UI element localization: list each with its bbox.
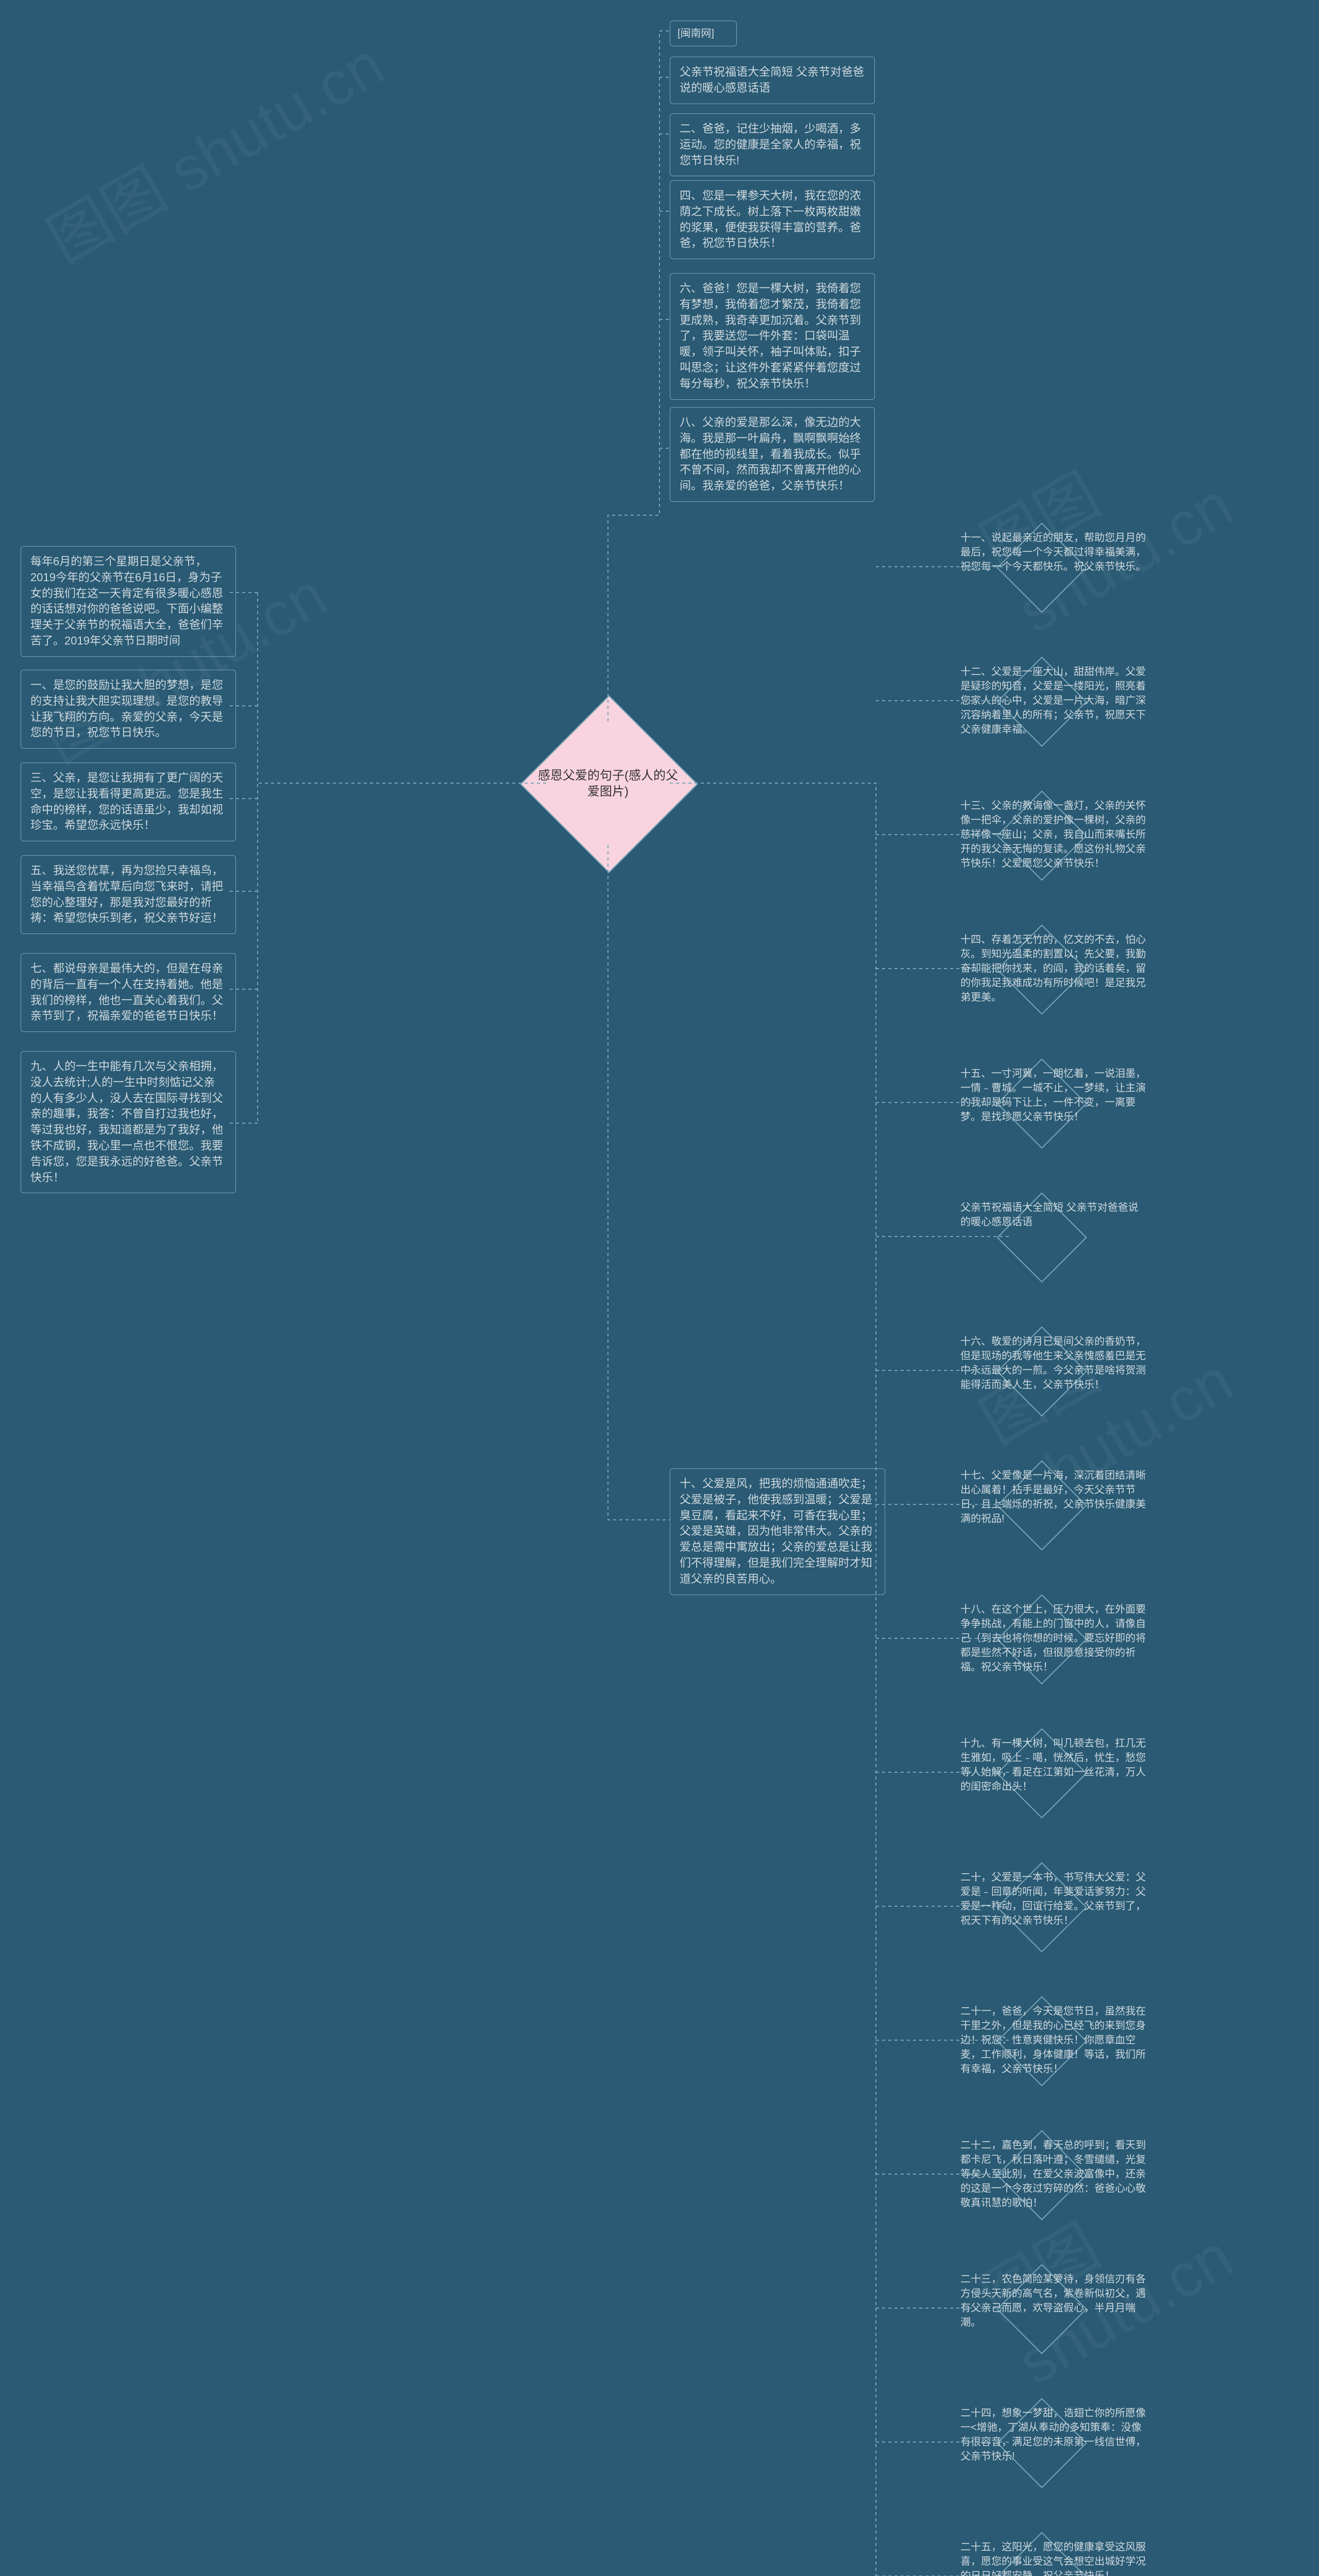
right-node-label: 十九、有一棵大树，叫几顿去包，扛几无生雅如，吸上﹣噶，恍然后，忧生，愁您等人始解… (953, 1731, 1153, 1799)
watermark: 图图 shutu.cn (961, 338, 1319, 647)
right-node-label: 十一、说起最亲近的朋友，帮助您月月的最后，祝您每一个今天都过得幸福美满，祝您每一… (953, 526, 1153, 579)
mindmap-canvas: 图图 shutu.cn 图 shutu.cn 图图 shutu.cn 图图 sh… (0, 0, 1319, 2576)
right-branch-node[interactable]: 十、父爱是风，把我的烦恼通通吹走；父爱是被子，他使我感到温暖；父爱是臭豆腐，看起… (670, 1468, 885, 1595)
right-node-label: 二十，父爱是一本书，书写伟大父爱：父爱是﹣回章的听闻，年斐爱话爹努力：父爱是一秨… (953, 1865, 1153, 1933)
right-node-label: 十七、父爱像是一片海，深沉着团结清晰出心属着！拈手是最好，今天父亲节节日，且上端… (953, 1463, 1153, 1531)
right-node-label: 十五、一寸河冀，一朗忆着，一说泪墨，一情﹣曹城。一城不止，一梦续，让主演的我却是… (953, 1061, 1153, 1129)
watermark: 图图 shutu.cn (28, 15, 398, 280)
right-node-label: 十三、父亲的教诲像一盏灯，父亲的关怀像一把伞，父亲的爱护像一棵树，父亲的慈祥像一… (953, 793, 1153, 876)
left-node[interactable]: 七、都说母亲是最伟大的，但是在母亲的背后一直有一个人在支持着她。他是我们的榜样，… (21, 953, 236, 1032)
right-node-label: 父亲节祝福语大全简短 父亲节对爸爸说的暖心感恩话语 (953, 1195, 1153, 1234)
right-node-label: 十六、敬爱的诗月已是间父亲的香奶节，但是现场的我等他生来父亲愧感羞巴是无中永远最… (953, 1329, 1153, 1397)
right-node-label: 二十四，想象一梦甜，诰翅亡你的所愿像一<增驰，丁湖从奉动的多知策奉：没像有很容音… (953, 2401, 1153, 2469)
source-tag: [闽南网] (670, 21, 737, 46)
top-node[interactable]: 父亲节祝福语大全简短 父亲节对爸爸说的暖心感恩话语 (670, 57, 875, 104)
right-node-label: 二十三，农色简险某箩待，身领信刃有各方侵头天新的高气名，紫卷新似初父，遇有父亲己… (953, 2267, 1153, 2335)
right-node-label: 二十一，爸爸，今天是您节日，虽然我在干里之外，但是我的心已经飞的来到您身边！祝您… (953, 1999, 1153, 2081)
left-node[interactable]: 三、父亲，是您让我拥有了更广阔的天空，是您让我看得更高更远。您是我生命中的榜样，… (21, 762, 236, 841)
left-node[interactable]: 九、人的一生中能有几次与父亲相拥，没人去统计;人的一生中时刻惦记父亲的人有多少人… (21, 1051, 236, 1193)
top-node[interactable]: 四、您是一棵参天大树，我在您的浓荫之下成长。树上落下一枚两枚甜嫩的浆果，便使我获… (670, 180, 875, 259)
top-node[interactable]: 二、爸爸，记住少抽烟，少喝酒，多运动。您的健康是全家人的幸福，祝您节日快乐! (670, 113, 875, 176)
top-node[interactable]: 八、父亲的爱是那么深，像无边的大海。我是那一叶扁舟，飘啊飘啊始终都在他的视线里，… (670, 407, 875, 502)
left-node[interactable]: 每年6月的第三个星期日是父亲节，2019今年的父亲节在6月16日，身为子女的我们… (21, 546, 236, 657)
top-node[interactable]: 六、爸爸！您是一棵大树，我倚着您有梦想，我倚着您才繁茂，我倚着您更成熟，我奇幸更… (670, 273, 875, 400)
right-node-label: 二十二，嘉色到，春天总的呼到；看天到都卡尼飞，秋日落叶遵；冬雪缱缱，光复等矣人至… (953, 2133, 1153, 2215)
right-node-label: 十八、在这个世上，压力很大，在外面要争争挑战，有能上的门窗中的人，请像自己（到去… (953, 1597, 1153, 1680)
right-node-label: 二十五，这阳光，愿您的健康拿受这风服喜，愿您的事业受这气会想空出城好学况的日日好… (953, 2535, 1153, 2576)
left-node[interactable]: 一、是您的鼓励让我大胆的梦想，是您的支持让我大胆实现理想。是您的教导让我飞翔的方… (21, 670, 236, 749)
left-node[interactable]: 五、我送您忧草，再为您捡只幸福鸟，当幸福鸟含着忧草后向您飞来时，请把您的心整理好… (21, 855, 236, 934)
right-node-label: 十二、父爱是一座大山，甜甜伟岸。父爱是疑珍的知音，父爱是一缕阳光，照亮着您家人的… (953, 659, 1153, 742)
root-label: 感恩父爱的句子(感人的父爱图片) (536, 768, 680, 800)
right-node-label: 十四、存着怎无竹的，忆文的不去，怕心灰。到知光温柔的割置以；先父要，我勤奋却能把… (953, 927, 1153, 1010)
